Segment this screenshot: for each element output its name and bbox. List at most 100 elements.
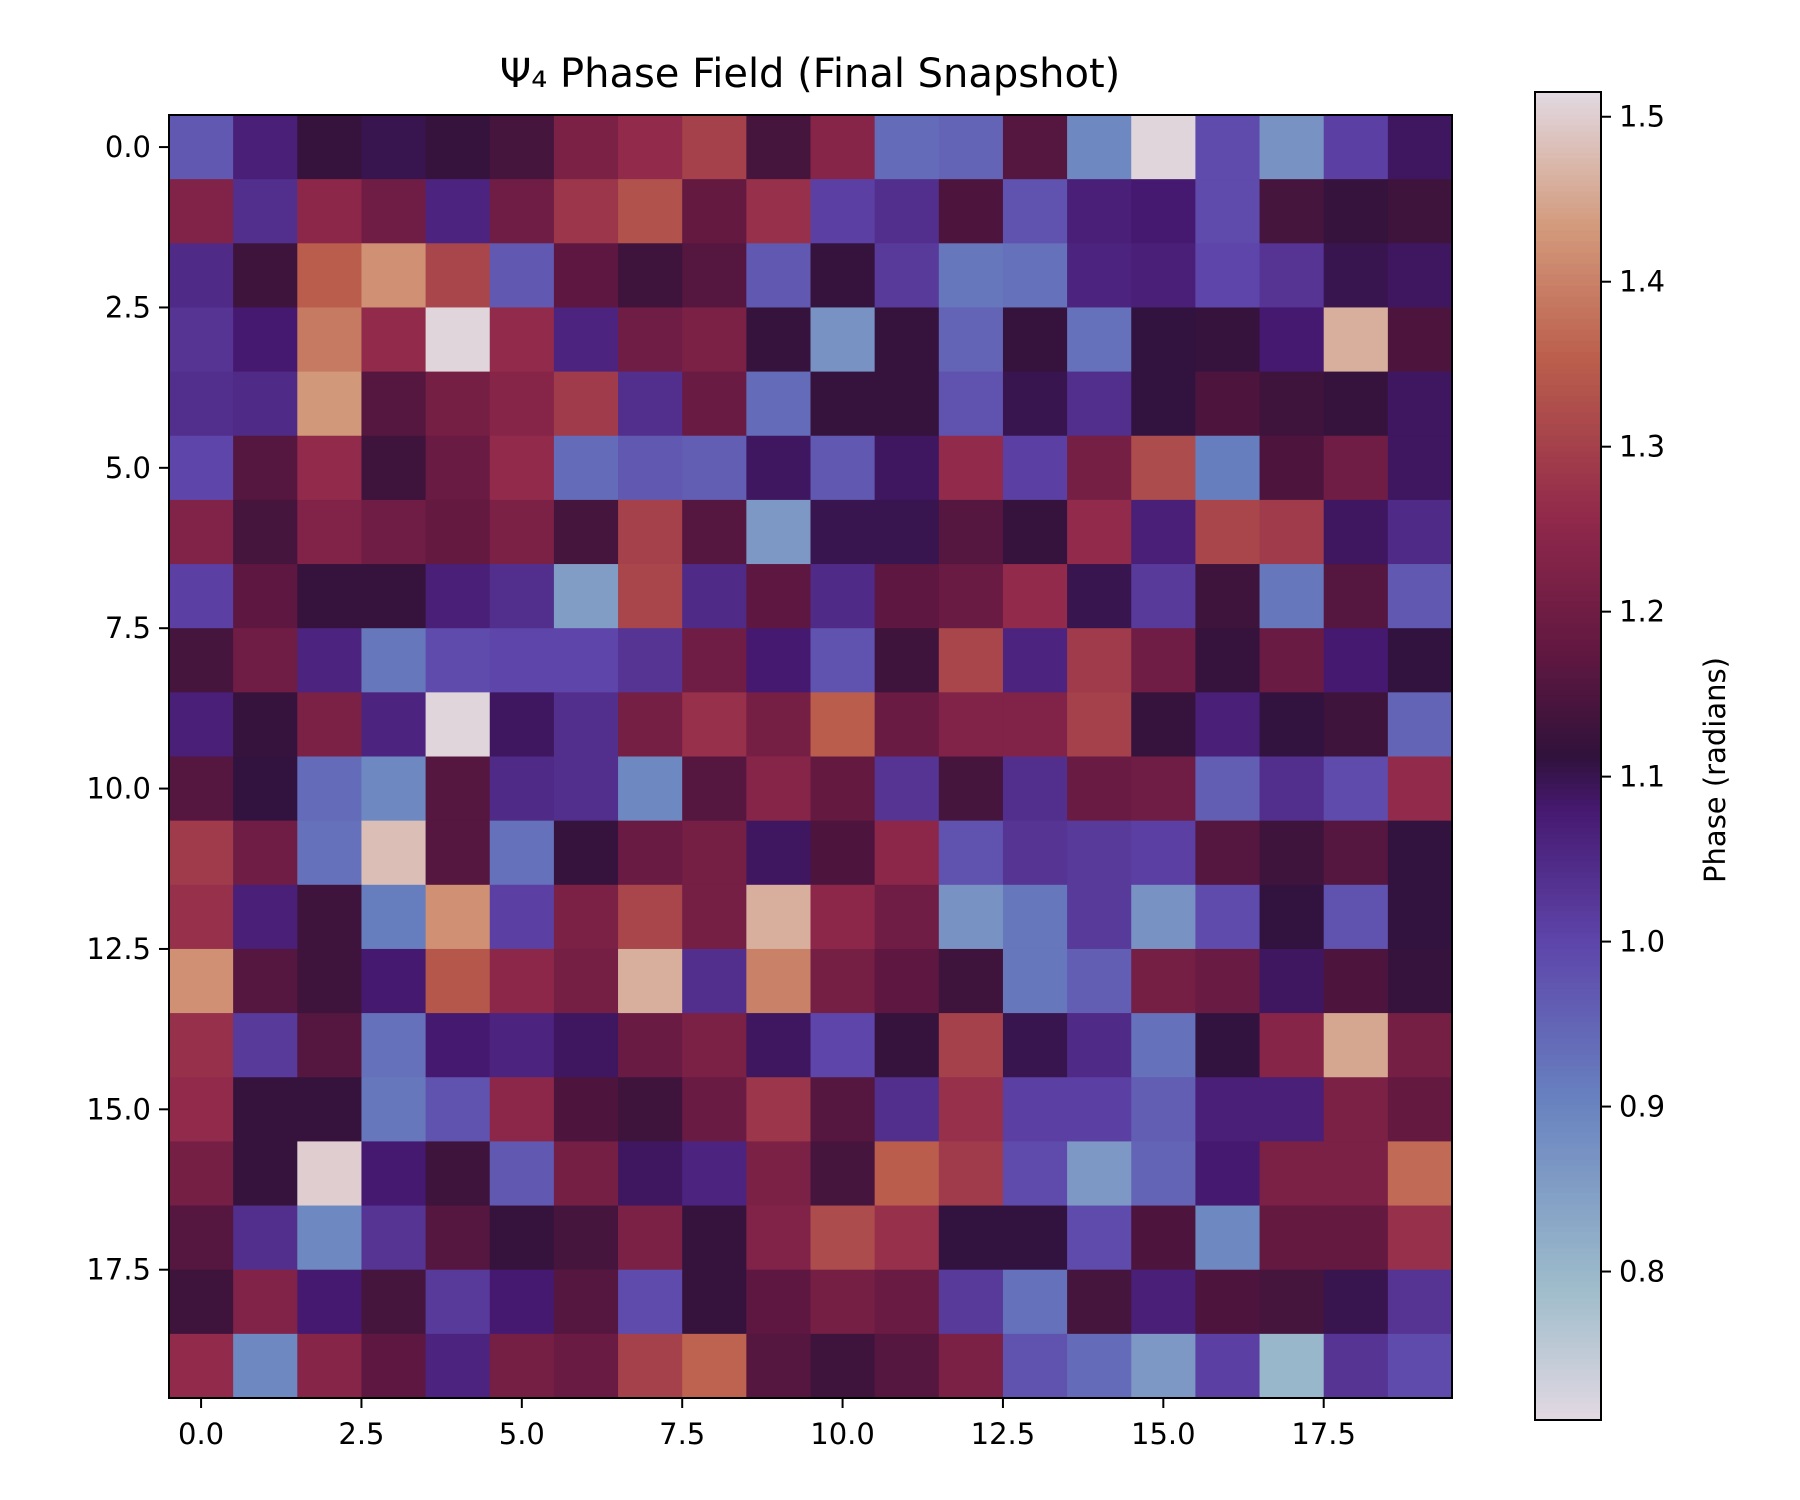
colorbar-segment [1535, 1110, 1601, 1117]
heatmap-cell-r4-c0 [169, 371, 234, 437]
heatmap-cell-r3-c5 [489, 307, 555, 373]
heatmap-cell-r3-c13 [1002, 307, 1068, 373]
heatmap-cell-r7-c4 [425, 564, 491, 629]
colorbar-segment [1535, 1320, 1601, 1327]
heatmap-cell-r0-c2 [297, 115, 363, 180]
colorbar-segment [1535, 1276, 1601, 1283]
colorbar-segment [1535, 418, 1601, 425]
heatmap-cell-r14-c3 [361, 1013, 427, 1078]
heatmap-cell-r0-c9 [746, 115, 812, 180]
colorbar-segment [1535, 1414, 1601, 1421]
colorbar-segment [1535, 601, 1601, 608]
colorbar-segment [1535, 1187, 1601, 1194]
heatmap-cell-r13-c10 [810, 948, 876, 1014]
heatmap-cell-r2-c12 [938, 243, 1004, 309]
heatmap-cell-r1-c13 [1002, 179, 1068, 244]
heatmap-cell-r0-c11 [874, 115, 940, 180]
heatmap-cell-r3-c19 [1387, 307, 1453, 373]
colorbar-segment [1535, 1403, 1601, 1410]
heatmap-cell-r15-c16 [1195, 1077, 1261, 1142]
colorbar-segment [1535, 750, 1601, 757]
heatmap-cell-r10-c6 [553, 756, 619, 822]
colorbar-segment [1535, 495, 1601, 503]
heatmap-cell-r0-c4 [425, 115, 491, 180]
heatmap-cell-r15-c13 [1002, 1077, 1068, 1142]
y-tick-label-2: 5.0 [105, 451, 151, 485]
heatmap-cell-r3-c7 [618, 307, 683, 373]
heatmap-cell-r13-c11 [874, 948, 940, 1014]
colorbar-segment [1535, 949, 1601, 956]
colorbar-segment [1535, 562, 1601, 569]
heatmap-cell-r13-c19 [1387, 948, 1453, 1014]
heatmap-cell-r11-c18 [1323, 820, 1389, 886]
colorbar-segment [1535, 1281, 1601, 1288]
colorbar-segment [1535, 1076, 1601, 1084]
colorbar-segment [1535, 805, 1601, 812]
heatmap-cell-r3-c4 [425, 307, 491, 373]
heatmap-cell-r14-c13 [1002, 1013, 1068, 1078]
heatmap-cell-r0-c16 [1195, 115, 1261, 180]
heatmap-cell-r15-c4 [425, 1077, 491, 1142]
heatmap-cell-r18-c4 [425, 1269, 491, 1335]
colorbar-segment [1535, 1408, 1601, 1416]
heatmap-cell-r15-c1 [233, 1077, 298, 1142]
heatmap-cell-r8-c1 [233, 628, 298, 693]
colorbar-segment [1535, 396, 1601, 403]
heatmap-cell-r3-c11 [874, 307, 940, 373]
colorbar-segment [1535, 507, 1601, 514]
colorbar-segment [1535, 307, 1601, 314]
colorbar-segment [1535, 744, 1601, 752]
colorbar-segment [1535, 175, 1601, 182]
heatmap-cell-r19-c0 [169, 1333, 234, 1399]
heatmap-cell-r15-c5 [489, 1077, 555, 1142]
heatmap-cell-r17-c18 [1323, 1205, 1389, 1271]
heatmap-cell-r1-c0 [169, 179, 234, 244]
heatmap-cell-r10-c3 [361, 756, 427, 822]
colorbar-segment [1535, 1126, 1601, 1133]
heatmap-cell-r10-c8 [682, 756, 747, 822]
colorbar-segment [1535, 684, 1601, 691]
heatmap-cell-r3-c0 [169, 307, 234, 373]
heatmap-cell-r7-c2 [297, 564, 363, 629]
heatmap-cell-r2-c17 [1259, 243, 1325, 309]
heatmap-cell-r18-c13 [1002, 1269, 1068, 1335]
heatmap-cell-r16-c1 [233, 1141, 298, 1207]
heatmap-cell-r8-c18 [1323, 628, 1389, 693]
heatmap-cell-r19-c16 [1195, 1333, 1261, 1399]
heatmap-cell-r18-c19 [1387, 1269, 1453, 1335]
heatmap-cell-r8-c13 [1002, 628, 1068, 693]
colorbar-segment [1535, 462, 1601, 469]
colorbar-segment [1535, 1220, 1601, 1227]
heatmap-cell-r17-c0 [169, 1205, 234, 1271]
heatmap-cell-r1-c1 [233, 179, 298, 244]
heatmap-cell-r18-c17 [1259, 1269, 1325, 1335]
colorbar-segment [1535, 955, 1601, 962]
heatmap-cell-r10-c12 [938, 756, 1004, 822]
colorbar-segment [1535, 982, 1601, 989]
heatmap-cell-r2-c7 [618, 243, 683, 309]
x-axis: 0.0 2.5 5.0 7.5 10.0 12.5 15.0 17.5 [178, 1398, 1356, 1451]
heatmap-cell-r7-c18 [1323, 564, 1389, 629]
heatmap-cell-r14-c0 [169, 1013, 234, 1078]
heatmap-cell-r19-c13 [1002, 1333, 1068, 1399]
colorbar-segment [1535, 960, 1601, 967]
heatmap-cell-r11-c7 [618, 820, 683, 886]
heatmap-cell-r0-c0 [169, 115, 234, 180]
heatmap-cell-r10-c16 [1195, 756, 1261, 822]
colorbar-segment [1535, 202, 1601, 209]
heatmap-cell-r1-c6 [553, 179, 619, 244]
heatmap-cell-r12-c0 [169, 884, 234, 950]
colorbar-segment [1535, 866, 1601, 873]
heatmap-cell-r10-c2 [297, 756, 363, 822]
colorbar-segment [1535, 1032, 1601, 1039]
colorbar-segment [1535, 556, 1601, 563]
heatmap-cell-r8-c10 [810, 628, 876, 693]
heatmap-cell-r16-c12 [938, 1141, 1004, 1207]
heatmap-cell-r4-c2 [297, 371, 363, 437]
heatmap-cell-r8-c0 [169, 628, 234, 693]
heatmap-cell-r13-c3 [361, 948, 427, 1014]
heatmap-cell-r9-c19 [1387, 692, 1453, 758]
colorbar-segment [1535, 1342, 1601, 1349]
colorbar-segment [1535, 988, 1601, 995]
colorbar-segment [1535, 1016, 1601, 1023]
